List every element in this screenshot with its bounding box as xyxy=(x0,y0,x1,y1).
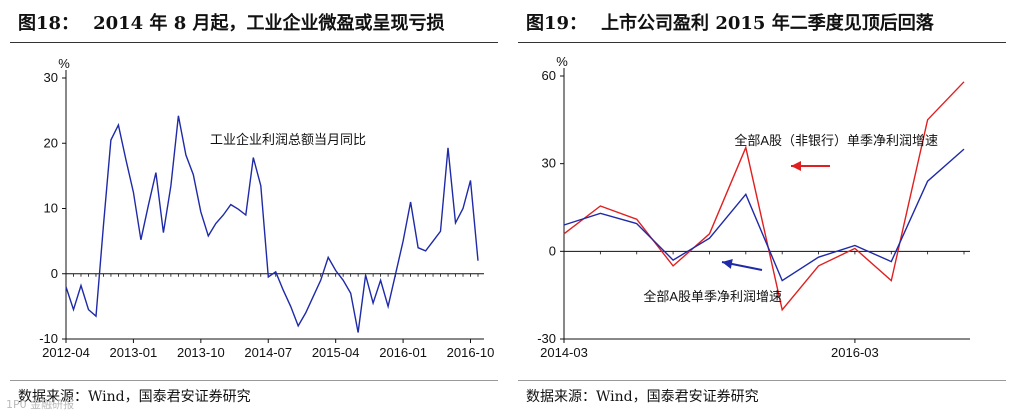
right-annotation-1: 全部A股单季净利润增速 xyxy=(643,289,782,304)
left-y-tick-label: -10 xyxy=(39,331,58,346)
right-arrow-head-1 xyxy=(722,259,733,269)
left-series-0-line xyxy=(65,115,479,333)
right-source-note: 数据来源：Wind，国泰君安证券研究 xyxy=(526,389,759,405)
left-source-note: 数据来源：Wind，国泰君安证券研究 xyxy=(18,389,251,405)
watermark-text: 1P0 金融研报 xyxy=(6,398,75,411)
left-x-tick-label: 2013-01 xyxy=(110,345,158,360)
left-figure-title: 图18： 2014 年 8 月起，工业企业微盈或呈现亏损 xyxy=(18,8,444,40)
right-series-0-line xyxy=(563,81,965,312)
right-y-tick-label: -30 xyxy=(537,331,556,346)
right-unit-label: % xyxy=(556,54,568,69)
left-x-tick-label: 2013-10 xyxy=(177,345,225,360)
right-x-tick-label: 2014-03 xyxy=(540,345,588,360)
right-figure-title-text: 上市公司盈利 2015 年二季度见顶后回落 xyxy=(601,13,934,34)
left-figure-number: 图18： xyxy=(18,13,80,34)
right-arrow-head-0 xyxy=(791,161,801,171)
left-figure-title-text: 2014 年 8 月起，工业企业微盈或呈现亏损 xyxy=(93,13,445,34)
right-figure: 图19： 上市公司盈利 2015 年二季度见顶后回落 % -30 0 30 60 2014-… xyxy=(508,0,1016,416)
right-y-tick-label: 0 xyxy=(549,243,556,258)
left-x-tick-label: 2012-04 xyxy=(42,345,90,360)
left-line-chart: % -10 0 10 20 30 2012-04 2013-01 2013-10 2014-07 2… xyxy=(39,56,495,360)
right-annotation-0: 全部A股（非银行）单季净利润增速 xyxy=(734,133,938,148)
left-unit-label: % xyxy=(58,56,70,71)
left-y-tick-label: 0 xyxy=(51,266,58,281)
right-title-rule xyxy=(518,42,1006,43)
left-title-rule xyxy=(10,42,498,43)
left-x-tick-label: 2016-01 xyxy=(379,345,427,360)
right-figure-title: 图19： 上市公司盈利 2015 年二季度见顶后回落 xyxy=(526,8,934,40)
right-y-tick-label: 60 xyxy=(542,68,556,83)
left-y-tick-label: 20 xyxy=(44,135,58,150)
left-y-tick-label: 10 xyxy=(44,201,58,216)
right-series-1-line xyxy=(563,148,965,282)
left-bottom-rule xyxy=(10,380,498,381)
right-line-chart: % -30 0 30 60 2014-03 2016-03 全部A股（非银行）单季净利润增速全… xyxy=(537,54,970,360)
left-annotation-0: 工业企业利润总额当月同比 xyxy=(210,132,366,147)
right-y-tick-label: 30 xyxy=(542,156,556,171)
left-figure: 图18： 2014 年 8 月起，工业企业微盈或呈现亏损 % -10 0 10 20 30 2… xyxy=(6,8,498,411)
left-y-tick-label: 30 xyxy=(44,70,58,85)
right-bottom-rule xyxy=(518,380,1006,381)
left-x-tick-label: 2016-10 xyxy=(447,345,495,360)
right-x-tick-label: 2016-03 xyxy=(831,345,879,360)
right-figure-number: 图19： xyxy=(526,13,588,34)
left-x-tick-label: 2015-04 xyxy=(312,345,360,360)
left-x-tick-label: 2014-07 xyxy=(244,345,292,360)
